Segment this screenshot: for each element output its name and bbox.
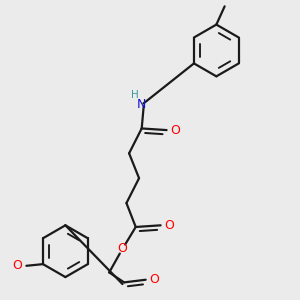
Text: O: O: [149, 273, 159, 286]
Text: N: N: [137, 98, 146, 111]
Text: O: O: [171, 124, 180, 136]
Text: H: H: [130, 90, 138, 100]
Text: O: O: [118, 242, 128, 255]
Text: O: O: [164, 219, 174, 232]
Text: O: O: [12, 259, 22, 272]
